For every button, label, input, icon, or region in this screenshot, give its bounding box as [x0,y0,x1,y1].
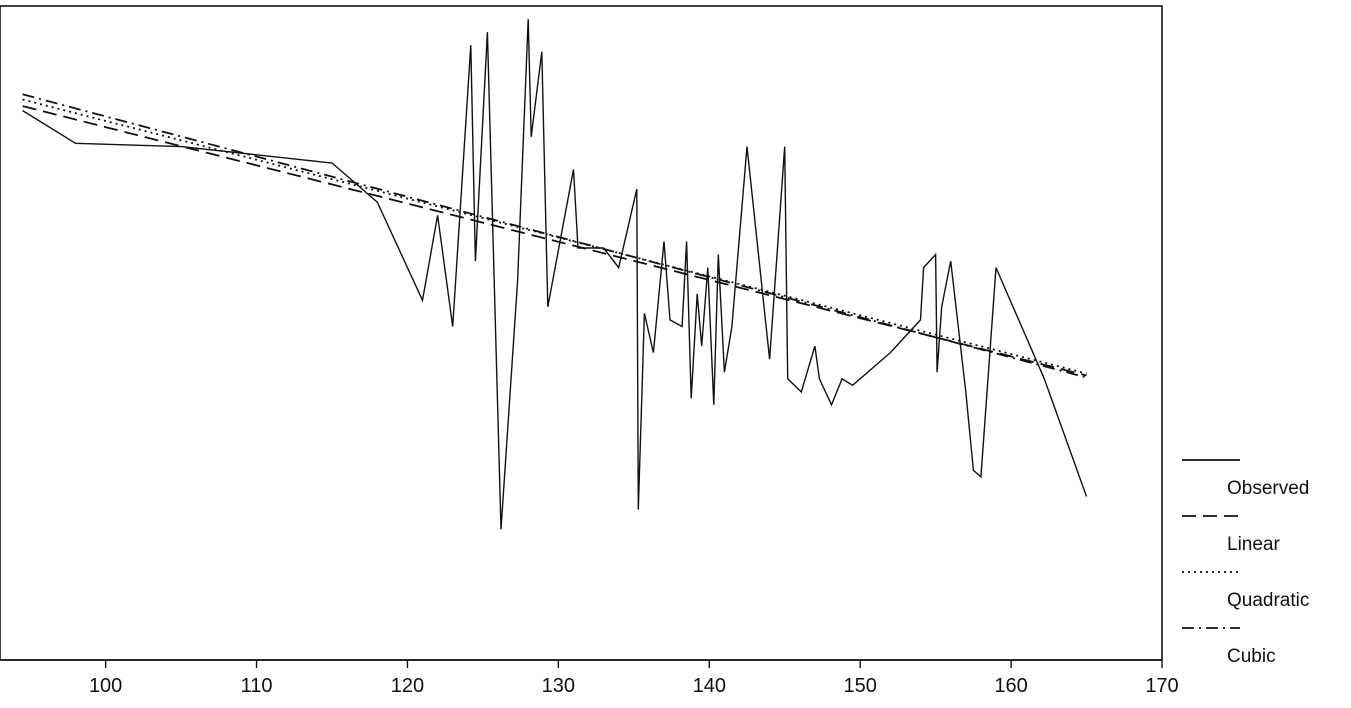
x-tick-label: 100 [89,675,122,697]
legend-label-quadratic: Quadratic [1227,590,1309,611]
legend-label-observed: Observed [1227,478,1309,499]
x-tick-label: 150 [843,675,876,697]
series-layer [22,19,1088,530]
x-tick-label: 140 [693,675,726,697]
legend-label-cubic: Cubic [1227,646,1276,667]
x-tick-label: 130 [542,675,575,697]
series-quadratic-line [22,98,1087,375]
x-axis: 100 110 120 130 140 150 160 170 [0,659,1179,697]
x-tick-label: 110 [241,675,273,697]
legend: Observed Linear Quadratic Cubic [1182,459,1309,667]
x-tick-label: 160 [994,675,1027,697]
series-cubic-line [22,93,1087,379]
legend-label-linear: Linear [1227,534,1280,555]
x-tick-label: 120 [391,675,424,697]
series-observed-line [22,19,1088,530]
plot-frame [0,5,1163,661]
x-tick-label: 170 [1145,675,1178,697]
